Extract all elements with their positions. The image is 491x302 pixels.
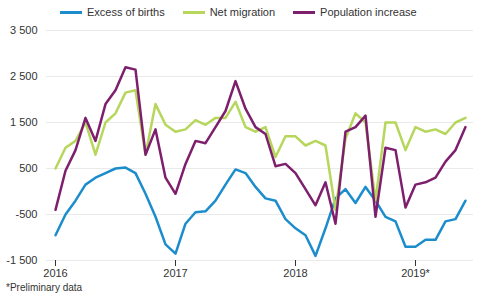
svg-text:-1 500: -1 500 [6, 254, 37, 266]
svg-text:-500: -500 [15, 208, 37, 220]
html-text:Net migration: Net migration [209, 6, 276, 18]
html-text:Population increase: Population increase [320, 6, 417, 18]
svg-text:2018: 2018 [283, 267, 307, 279]
html-text:Excess of births: Excess of births [87, 6, 165, 18]
svg-text:2017: 2017 [163, 267, 187, 279]
svg-text:1 500: 1 500 [10, 116, 38, 128]
svg-text:2019*: 2019* [401, 267, 430, 279]
svg-text:500: 500 [19, 162, 37, 174]
svg-text:3 500: 3 500 [10, 24, 38, 36]
svg-text:2016: 2016 [43, 267, 67, 279]
svg-text:2 500: 2 500 [10, 70, 38, 82]
html-text:*Preliminary data: *Preliminary data [6, 282, 83, 293]
